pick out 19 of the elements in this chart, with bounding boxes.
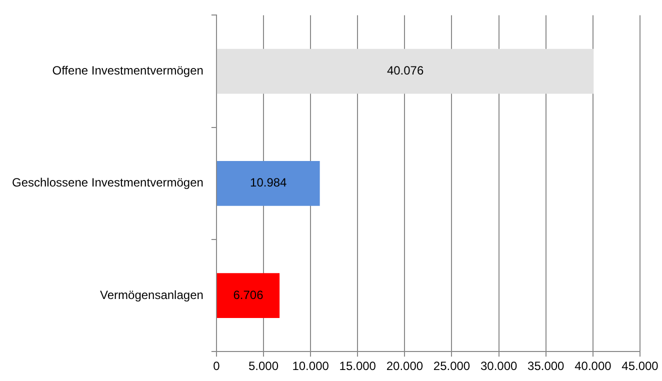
data-label: 10.984	[250, 176, 288, 190]
x-tick-label: 35.000	[528, 359, 565, 374]
y-tick-label: Geschlossene Investmentvermögen	[12, 176, 204, 190]
x-tick-label: 25.000	[433, 359, 470, 374]
bar	[216, 160, 320, 206]
y-tick-label: Vermögensanlagen	[100, 288, 204, 302]
x-tick-label: 45.000	[622, 359, 659, 374]
x-tick-label: 30.000	[480, 359, 518, 374]
x-tick-label: 10.000	[292, 359, 330, 374]
x-tick-label: 20.000	[386, 359, 424, 374]
bar	[216, 48, 594, 94]
x-tick-label: 40.000	[574, 359, 612, 374]
y-tick-label: Offene Investmentvermögen	[52, 64, 204, 78]
x-tick-label: 0	[213, 359, 220, 374]
data-label: 6.706	[233, 288, 264, 302]
x-tick-label: 15.000	[339, 359, 376, 374]
x-tick-label: 5.000	[248, 359, 279, 374]
bar	[216, 273, 280, 318]
data-label: 40.076	[386, 64, 424, 78]
